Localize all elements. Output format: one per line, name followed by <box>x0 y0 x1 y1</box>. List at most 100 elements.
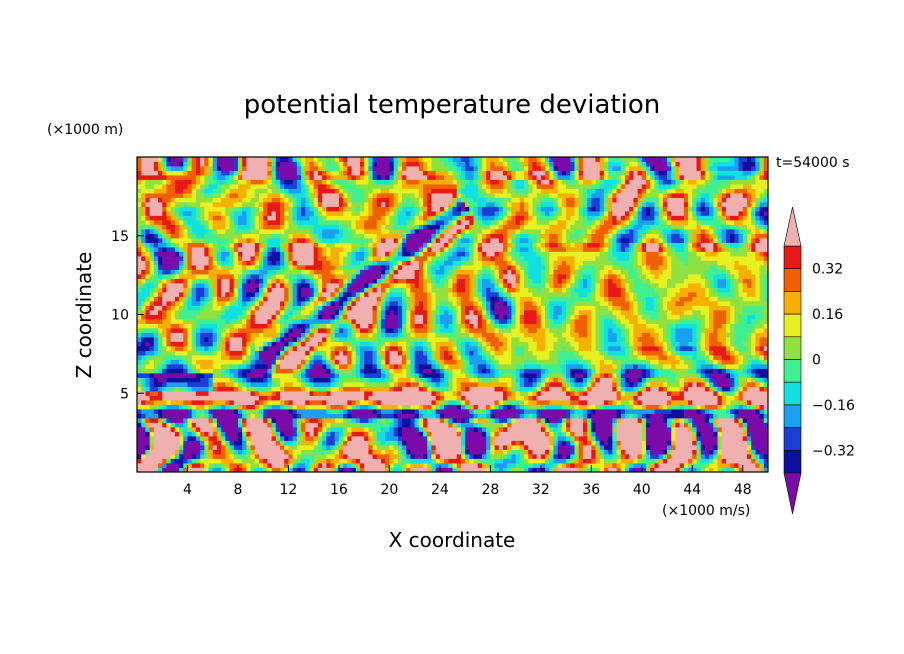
heatmap-cell <box>481 238 487 243</box>
heatmap-cell <box>465 310 470 315</box>
heatmap-cell <box>145 260 151 266</box>
heatmap-cell <box>263 400 268 405</box>
heatmap-cell <box>393 431 399 437</box>
heatmap-cell <box>620 382 626 387</box>
heatmap-cell <box>599 251 609 257</box>
heatmap-cell <box>389 296 403 302</box>
heatmap-cell <box>216 242 226 248</box>
heatmap-cell <box>254 350 260 356</box>
heatmap-cell <box>216 256 222 261</box>
heatmap-cell <box>469 319 479 324</box>
heatmap-cell <box>524 265 529 270</box>
heatmap-cell <box>608 247 613 252</box>
heatmap-cell <box>540 310 546 315</box>
heatmap-cell <box>326 247 331 252</box>
heatmap-cell <box>759 350 765 356</box>
heatmap-cell <box>158 377 167 383</box>
heatmap-cell <box>137 260 146 266</box>
heatmap-cell <box>427 382 432 387</box>
heatmap-cell <box>507 395 516 401</box>
heatmap-cell <box>549 355 559 360</box>
heatmap-cell <box>191 422 197 428</box>
heatmap-cell <box>313 269 331 275</box>
heatmap-cell <box>624 377 630 383</box>
heatmap-cell <box>233 242 239 248</box>
heatmap-cell <box>410 310 416 315</box>
heatmap-cell <box>717 463 731 468</box>
heatmap-cell <box>599 301 609 306</box>
heatmap-cell <box>376 283 382 288</box>
heatmap-cell <box>338 305 344 311</box>
heatmap-cell <box>158 283 163 288</box>
heatmap-cell <box>616 409 622 414</box>
heatmap-cell <box>507 346 512 351</box>
heatmap-cell <box>624 247 630 252</box>
heatmap-cell <box>137 346 151 351</box>
heatmap-cell <box>250 332 260 338</box>
heatmap-cell <box>389 346 399 351</box>
heatmap-cell <box>380 305 386 311</box>
heatmap-cell <box>410 323 416 329</box>
heatmap-cell <box>658 404 664 410</box>
heatmap-cell <box>528 247 533 252</box>
heatmap-cell <box>183 229 188 234</box>
heatmap-cell <box>692 458 697 464</box>
heatmap-cell <box>448 301 453 306</box>
heatmap-cell <box>233 454 239 459</box>
heatmap-cell <box>254 341 264 347</box>
heatmap-cell <box>460 427 466 432</box>
heatmap-cell <box>431 458 437 464</box>
heatmap-cell <box>662 233 668 239</box>
heatmap-cell <box>423 323 428 329</box>
heatmap-cell <box>629 251 634 257</box>
heatmap-cell <box>242 346 247 351</box>
heatmap-cell <box>549 467 554 472</box>
heatmap-cell <box>280 400 285 405</box>
heatmap-cell <box>448 247 453 252</box>
heatmap-cell <box>553 377 559 383</box>
heatmap-cell <box>414 359 428 365</box>
heatmap-cell <box>343 233 352 239</box>
heatmap-cell <box>208 431 214 437</box>
heatmap-cell <box>498 359 512 365</box>
heatmap-cell <box>347 256 352 261</box>
heatmap-cell <box>704 328 714 333</box>
heatmap-cell <box>704 409 710 414</box>
heatmap-cell <box>246 319 251 324</box>
heatmap-cell <box>494 283 500 288</box>
heatmap-cell <box>633 337 638 342</box>
heatmap-cell <box>288 328 294 333</box>
heatmap-cell <box>343 449 369 455</box>
heatmap-cell <box>717 242 723 248</box>
heatmap-cell <box>746 242 752 248</box>
heatmap-cell <box>566 301 575 306</box>
heatmap-cell <box>208 247 214 252</box>
heatmap-cell <box>158 341 163 347</box>
heatmap-cell <box>633 305 638 311</box>
heatmap-cell <box>435 409 441 414</box>
heatmap-cell <box>717 382 731 387</box>
heatmap-cell <box>170 319 184 324</box>
heatmap-cell <box>427 440 432 446</box>
heatmap-cell <box>330 467 336 472</box>
heatmap-cell <box>326 458 331 464</box>
heatmap-cell <box>317 463 323 468</box>
heatmap-cell <box>162 287 167 293</box>
heatmap-cell <box>439 233 445 239</box>
heatmap-cell <box>646 445 651 450</box>
heatmap-cell <box>435 395 441 401</box>
heatmap-cell <box>713 431 718 437</box>
heatmap-cell <box>347 359 352 365</box>
heatmap-cell <box>195 283 205 288</box>
heatmap-cell <box>561 377 567 383</box>
heatmap-cell <box>713 283 718 288</box>
heatmap-cell <box>671 238 685 243</box>
heatmap-cell <box>704 341 710 347</box>
heatmap-cell <box>473 323 479 329</box>
heatmap-cell <box>225 229 235 234</box>
heatmap-cell <box>166 377 201 383</box>
heatmap-cell <box>570 445 575 450</box>
heatmap-cell <box>397 328 403 333</box>
heatmap-cell <box>591 373 596 378</box>
heatmap-cell <box>313 296 319 302</box>
